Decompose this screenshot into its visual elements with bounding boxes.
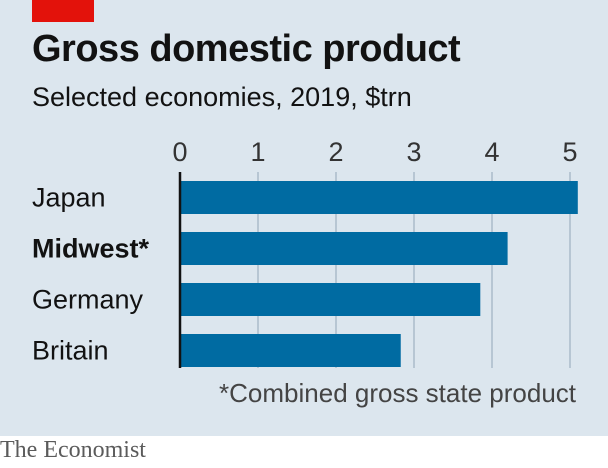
bar bbox=[180, 181, 578, 214]
chart-title: Gross domestic product bbox=[32, 28, 461, 70]
bar-chart: 0 1 2 3 4 5 Japan Midwest* Germany Britain bbox=[32, 137, 578, 368]
x-tick-label: 2 bbox=[328, 137, 343, 167]
x-tick-label: 3 bbox=[406, 137, 421, 167]
category-label: Japan bbox=[32, 183, 106, 213]
category-label: Britain bbox=[32, 336, 109, 366]
brand-tag bbox=[32, 0, 94, 22]
bar bbox=[180, 334, 401, 367]
x-tick-label: 0 bbox=[172, 137, 187, 167]
category-label: Midwest* bbox=[32, 234, 150, 264]
chart-footnote: *Combined gross state product bbox=[219, 378, 576, 408]
source-label: The Economist bbox=[0, 437, 146, 463]
bar bbox=[180, 232, 508, 265]
chart-subtitle: Selected economies, 2019, $trn bbox=[32, 82, 412, 112]
chart-panel: Gross domestic product Selected economie… bbox=[0, 0, 608, 436]
x-tick-label: 1 bbox=[250, 137, 265, 167]
x-tick-label: 4 bbox=[484, 137, 499, 167]
bar bbox=[180, 283, 481, 316]
category-label: Germany bbox=[32, 285, 144, 315]
x-tick-label: 5 bbox=[562, 137, 577, 167]
